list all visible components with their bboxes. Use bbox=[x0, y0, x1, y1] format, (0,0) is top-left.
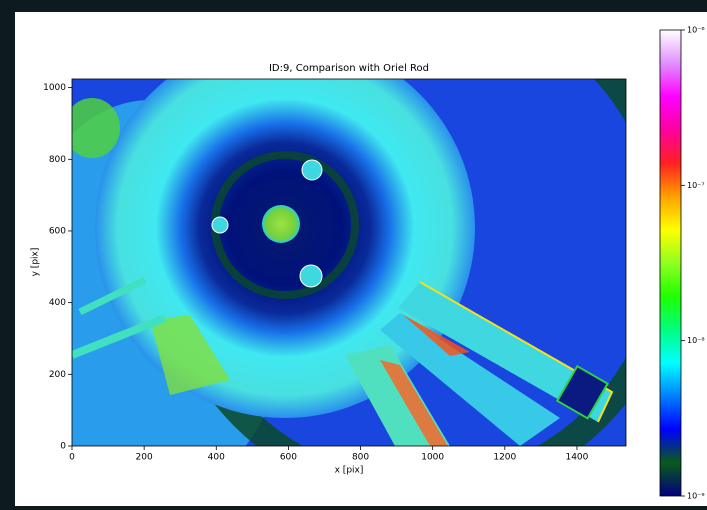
chart-title: ID:9, Comparison with Oriel Rod bbox=[269, 63, 429, 74]
page: ID:9, Comparison with Oriel Rod x [pix] … bbox=[0, 0, 707, 510]
x-axis-label: x [pix] bbox=[335, 466, 364, 476]
x-tick-label: 800 bbox=[352, 453, 369, 463]
y-tick-label: 1000 bbox=[43, 83, 66, 93]
y-tick-label: 0 bbox=[60, 442, 66, 452]
y-tick-label: 800 bbox=[49, 155, 66, 165]
y-tick-label: 400 bbox=[49, 298, 66, 308]
x-tick-label: 600 bbox=[280, 453, 297, 463]
x-tick-label: 1000 bbox=[421, 453, 444, 463]
y-tick-label: 600 bbox=[49, 226, 66, 236]
colorbar-tick-label: 10⁻⁸ bbox=[687, 336, 705, 345]
colorbar-tick-label: 10⁻⁹ bbox=[687, 492, 705, 501]
figure: ID:9, Comparison with Oriel Rod x [pix] … bbox=[0, 0, 707, 506]
x-tick-label: 1200 bbox=[493, 453, 516, 463]
colorbar-tick-label: 10⁻⁶ bbox=[687, 26, 705, 35]
y-axis-label: y [pix] bbox=[31, 248, 41, 277]
y-tick-label: 200 bbox=[49, 370, 66, 380]
colorbar-tick-label: 10⁻⁷ bbox=[687, 181, 705, 190]
x-tick-label: 0 bbox=[69, 453, 75, 463]
x-tick-label: 1400 bbox=[565, 453, 588, 463]
x-tick-label: 400 bbox=[208, 453, 225, 463]
x-tick-label: 200 bbox=[136, 453, 153, 463]
colorbar bbox=[660, 30, 681, 496]
